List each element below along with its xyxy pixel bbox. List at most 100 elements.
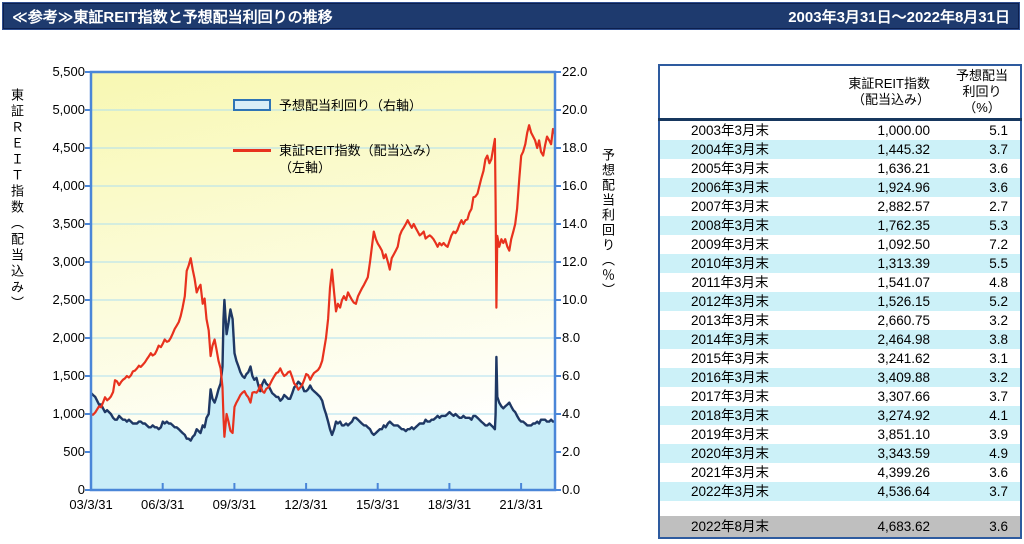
- left-axis-tick-label: 3,000: [52, 254, 85, 269]
- left-axis-tick-label: 2,500: [52, 292, 85, 307]
- cell-index: 2,660.75: [877, 313, 930, 328]
- cell-index: 1,541.07: [877, 275, 930, 290]
- table-row: 2014年3月末 2,464.98 3.8: [659, 330, 1021, 349]
- cell-date: 2009年3月末: [690, 237, 770, 252]
- table-row: 2006年3月末 1,924.96 3.6: [659, 178, 1021, 197]
- cell-index: 4,536.64: [877, 484, 930, 499]
- cell-index: 3,307.66: [877, 389, 930, 404]
- cell-yield: 5.2: [989, 294, 1008, 309]
- right-axis-title: 予想配当利回り（％）: [600, 148, 615, 298]
- cell-index: 3,409.88: [877, 370, 930, 385]
- x-axis-tick-label: 21/3/31: [499, 497, 543, 512]
- cell-date: 2019年3月末: [690, 427, 770, 442]
- legend-item-index: 東証REIT指数（配当込み） （左軸）: [233, 142, 439, 176]
- table-row: 2018年3月末 3,274.92 4.1: [659, 406, 1021, 425]
- cell-date: 2011年3月末: [691, 275, 769, 290]
- table-row: 2022年3月末 4,536.64 3.7: [659, 482, 1021, 501]
- cell-yield: 3.9: [989, 427, 1008, 442]
- cell-index: 1,445.32: [877, 142, 930, 157]
- cell-yield: 3.1: [989, 351, 1008, 366]
- legend-label-yield: 予想配当利回り（右軸）: [279, 98, 423, 113]
- cell-date: 2014年3月末: [690, 332, 770, 347]
- cell-yield: 2.7: [989, 199, 1008, 214]
- cell-date: 2013年3月末: [690, 313, 770, 328]
- table-row: 2007年3月末 2,882.57 2.7: [659, 197, 1021, 216]
- cell-index: 1,636.21: [877, 161, 930, 176]
- cell-date: 2021年3月末: [690, 465, 770, 480]
- cell-date: 2006年3月末: [690, 180, 770, 195]
- header-bar: ≪参考≫東証REIT指数と予想配当利回りの推移 2003年3月31日～2022年…: [2, 2, 1020, 30]
- right-axis-tick-label: 10.0: [562, 292, 588, 307]
- index-line: [90, 124, 557, 438]
- table-header-yield: 予想配当利回り （%）: [956, 68, 1009, 115]
- x-axis-tick-label: 18/3/31: [427, 497, 472, 512]
- left-axis-title: 東証ＲＥＩＴ指数（配当込み）: [9, 88, 24, 312]
- yield-line: [90, 298, 555, 442]
- legend-item-yield: 予想配当利回り（右軸）: [233, 97, 439, 114]
- right-axis-tick-label: 6.0: [562, 368, 581, 383]
- table-row: 2010年3月末 1,313.39 5.5: [659, 254, 1021, 273]
- cell-date: 2007年3月末: [690, 199, 770, 214]
- cell-date: 2020年3月末: [690, 446, 770, 461]
- cell-yield: 3.8: [989, 332, 1008, 347]
- right-axis-tick-label: 22.0: [562, 64, 588, 79]
- page-title: ≪参考≫東証REIT指数と予想配当利回りの推移: [12, 8, 333, 26]
- cell-yield: 4.8: [989, 275, 1008, 290]
- right-axis-tick-label: 16.0: [562, 178, 588, 193]
- cell-date: 2017年3月末: [690, 389, 770, 404]
- cell-index: 1,924.96: [877, 180, 930, 195]
- left-axis-tick-label: 3,500: [52, 216, 85, 231]
- table-spacer-row: [659, 501, 1021, 516]
- table-row: 2016年3月末 3,409.88 3.2: [659, 368, 1021, 387]
- cell-date: 2012年3月末: [690, 294, 770, 309]
- left-axis-tick-label: 1,000: [52, 406, 85, 421]
- cell-yield: 3.6: [989, 519, 1008, 534]
- table-row: 2015年3月末 3,241.62 3.1: [659, 349, 1021, 368]
- chart-legend: 予想配当利回り（右軸） 東証REIT指数（配当込み） （左軸）: [233, 97, 439, 176]
- table-header: 東証REIT指数 （配当込み） 予想配当利回り （%）: [659, 65, 1021, 120]
- cell-yield: 4.9: [989, 446, 1008, 461]
- table-row: 2004年3月末 1,445.32 3.7: [659, 140, 1021, 159]
- table-header-index: 東証REIT指数 （配当込み）: [848, 76, 930, 107]
- cell-yield: 4.1: [989, 408, 1008, 423]
- cell-index: 3,241.62: [877, 351, 930, 366]
- cell-date: 2016年3月末: [690, 370, 770, 385]
- plot-area: [85, 70, 561, 492]
- table-row: 2021年3月末 4,399.26 3.6: [659, 463, 1021, 482]
- cell-date: 2018年3月末: [690, 408, 770, 423]
- cell-date: 2008年3月末: [690, 218, 770, 233]
- cell-index: 3,343.59: [877, 446, 930, 461]
- right-axis-tick-label: 20.0: [562, 102, 588, 117]
- table-row: 2003年3月末 1,000.00 5.1: [659, 120, 1021, 141]
- left-axis-tick-label: 5,500: [52, 64, 85, 79]
- left-axis-tick-label: 4,000: [52, 178, 85, 193]
- cell-index: 3,851.10: [877, 427, 930, 442]
- cell-index: 4,683.62: [877, 519, 930, 534]
- cell-yield: 3.7: [989, 484, 1008, 499]
- cell-yield: 5.5: [989, 256, 1008, 271]
- right-axis-tick-label: 8.0: [562, 330, 581, 345]
- cell-yield: 5.3: [989, 218, 1008, 233]
- table-header-date: [659, 65, 800, 120]
- table-row: 2008年3月末 1,762.35 5.3: [659, 216, 1021, 235]
- table-row: 2020年3月末 3,343.59 4.9: [659, 444, 1021, 463]
- cell-index: 3,274.92: [877, 408, 930, 423]
- x-axis-tick-label: 15/3/31: [356, 497, 400, 512]
- cell-index: 1,526.15: [877, 294, 930, 309]
- left-axis-tick-label: 1,500: [52, 368, 85, 383]
- cell-yield: 3.2: [989, 370, 1008, 385]
- left-axis-tick-label: 2,000: [52, 330, 85, 345]
- table-row: 2005年3月末 1,636.21 3.6: [659, 159, 1021, 178]
- cell-date: 2015年3月末: [690, 351, 770, 366]
- yield-area-swatch-icon: [233, 99, 271, 111]
- table-row: 2013年3月末 2,660.75 3.2: [659, 311, 1021, 330]
- right-axis-tick-label: 4.0: [562, 406, 581, 421]
- left-axis-tick-label: 0: [77, 482, 85, 497]
- cell-yield: 3.7: [989, 389, 1008, 404]
- cell-index: 1,762.35: [877, 218, 930, 233]
- right-axis-tick-label: 18.0: [562, 140, 588, 155]
- cell-yield: 3.6: [989, 465, 1008, 480]
- reit-data-table: 東証REIT指数 （配当込み） 予想配当利回り （%） 2003年3月末 1,000.…: [658, 64, 1022, 539]
- right-axis-tick-label: 12.0: [562, 254, 588, 269]
- cell-index: 2,882.57: [877, 199, 930, 214]
